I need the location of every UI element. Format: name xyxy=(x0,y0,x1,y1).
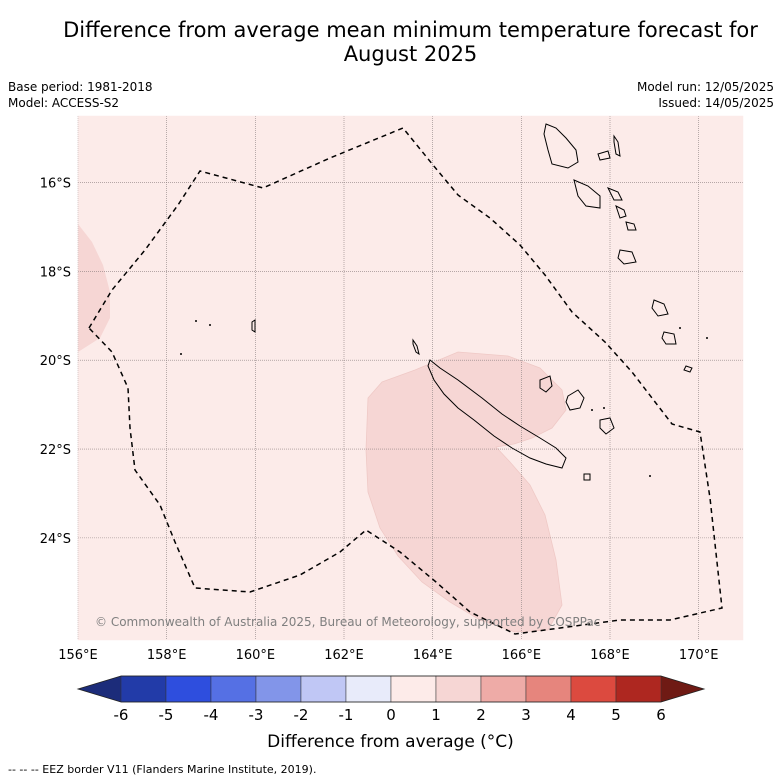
colorbar-tick-label: 3 xyxy=(521,706,531,724)
copyright-text: © Commonwealth of Australia 2025, Bureau… xyxy=(95,615,600,629)
colorbar-swatch xyxy=(345,675,392,703)
colorbar-tick-label: 6 xyxy=(656,706,666,724)
colorbar-tick-label: 1 xyxy=(431,706,441,724)
colorbar-under-arrow xyxy=(78,676,121,702)
colorbar-swatch xyxy=(255,675,302,703)
lifou-coastline xyxy=(565,389,585,411)
lon-tick-label: 162°E xyxy=(324,648,364,663)
colorbar-swatch xyxy=(390,675,437,703)
coastlines xyxy=(251,123,693,481)
vanuatu-island-4 xyxy=(615,205,627,219)
issued-date: Issued: 14/05/2025 xyxy=(658,96,774,110)
colorbar-outline xyxy=(76,675,706,703)
mare-coastline xyxy=(599,417,615,435)
lat-tick-label: 18°S xyxy=(40,265,71,280)
reef-dot xyxy=(180,353,182,355)
lon-tick-label: 166°E xyxy=(502,648,542,663)
isle-of-pines-coastline xyxy=(583,473,591,481)
colorbar-over-arrow xyxy=(661,676,704,702)
colorbar-tick-label: -5 xyxy=(159,706,174,724)
colorbar-tick-label: -6 xyxy=(114,706,129,724)
map-frame xyxy=(77,115,744,641)
eez-border xyxy=(88,127,723,635)
vanuatu-island-1 xyxy=(597,150,611,161)
colorbar-swatch xyxy=(165,675,212,703)
lat-tick-label: 16°S xyxy=(40,177,71,192)
lon-tick-label: 168°E xyxy=(590,648,630,663)
isle-belep-coastline xyxy=(412,338,420,356)
walpole-coastline xyxy=(683,365,693,373)
title-line-2: August 2025 xyxy=(343,42,478,66)
colorbar-swatch xyxy=(120,675,167,703)
colorbar-tick-label: -4 xyxy=(204,706,219,724)
meta-left: Base period: 1981-2018 Model: ACCESS-S2 xyxy=(8,79,153,111)
reef-dot xyxy=(649,475,651,477)
colorbar xyxy=(76,675,706,703)
efate-coastline xyxy=(625,221,637,231)
colorbar-swatch xyxy=(300,675,347,703)
reef-dot xyxy=(195,320,197,322)
map-title: Difference from average mean minimum tem… xyxy=(40,18,781,66)
colorbar-title: Difference from average (°C) xyxy=(267,732,514,752)
colorbar-tick-labels: -6 -5 -4 -3 -2 -1 0 1 2 3 4 5 6 xyxy=(114,706,666,724)
lon-tick-label: 158°E xyxy=(147,648,187,663)
ouvea-coastline xyxy=(539,375,553,393)
lat-tick-label: 20°S xyxy=(40,354,71,369)
erromango-coastline xyxy=(617,249,637,265)
title-line-1: Difference from average mean minimum tem… xyxy=(63,18,758,42)
reef-dot xyxy=(209,324,211,326)
model-name: Model: ACCESS-S2 xyxy=(8,96,120,110)
colorbar-swatch xyxy=(435,675,482,703)
reef-dot xyxy=(603,407,605,409)
reef-dot xyxy=(706,337,708,339)
latitude-labels: 16°S 18°S 20°S 22°S 24°S xyxy=(40,177,71,547)
lat-tick-label: 24°S xyxy=(40,532,71,547)
chesterfield-coastline xyxy=(251,319,256,333)
malakula-coastline xyxy=(573,179,601,209)
colorbar-swatch xyxy=(480,675,527,703)
colorbar-swatch xyxy=(525,675,572,703)
reef-dot xyxy=(591,409,593,411)
espiritu-santo-coastline xyxy=(543,123,579,169)
model-run: Model run: 12/05/2025 xyxy=(636,80,774,94)
aneityum-coastline xyxy=(651,299,669,317)
colorbar-tick-label: 2 xyxy=(476,706,486,724)
vanuatu-island-3 xyxy=(606,187,623,201)
eez-legend-footer: -- -- -- EEZ border V11 (Flanders Marine… xyxy=(8,763,317,776)
vanuatu-island-2 xyxy=(613,134,621,157)
reef-dots xyxy=(180,320,708,477)
colorbar-swatch xyxy=(615,675,662,703)
lon-tick-label: 170°E xyxy=(679,648,719,663)
colorbar-tick-label: -1 xyxy=(339,706,354,724)
colorbar-tick-label: 5 xyxy=(611,706,621,724)
meta-right: Model run: 12/05/2025 Issued: 14/05/2025 xyxy=(637,79,774,111)
longitude-labels: 156°E 158°E 160°E 162°E 164°E 166°E 168°E 170°E xyxy=(58,648,718,663)
lon-tick-label: 156°E xyxy=(58,648,98,663)
colorbar-tick-label: 4 xyxy=(566,706,576,724)
lat-tick-label: 22°S xyxy=(40,443,71,458)
base-period: Base period: 1981-2018 xyxy=(8,80,153,94)
new-caledonia-coastline xyxy=(427,359,567,469)
colorbar-swatch xyxy=(570,675,617,703)
lon-tick-label: 160°E xyxy=(236,648,276,663)
warm-region-west xyxy=(78,224,110,352)
tanna-coastline xyxy=(661,331,677,345)
gridlines xyxy=(77,116,743,640)
reef-dot xyxy=(679,327,681,329)
colorbar-tick-label: -2 xyxy=(294,706,309,724)
colorbar-swatch xyxy=(210,675,257,703)
colorbar-tick-label: 0 xyxy=(386,706,396,724)
lon-tick-label: 164°E xyxy=(413,648,453,663)
colorbar-tick-label: -3 xyxy=(249,706,264,724)
